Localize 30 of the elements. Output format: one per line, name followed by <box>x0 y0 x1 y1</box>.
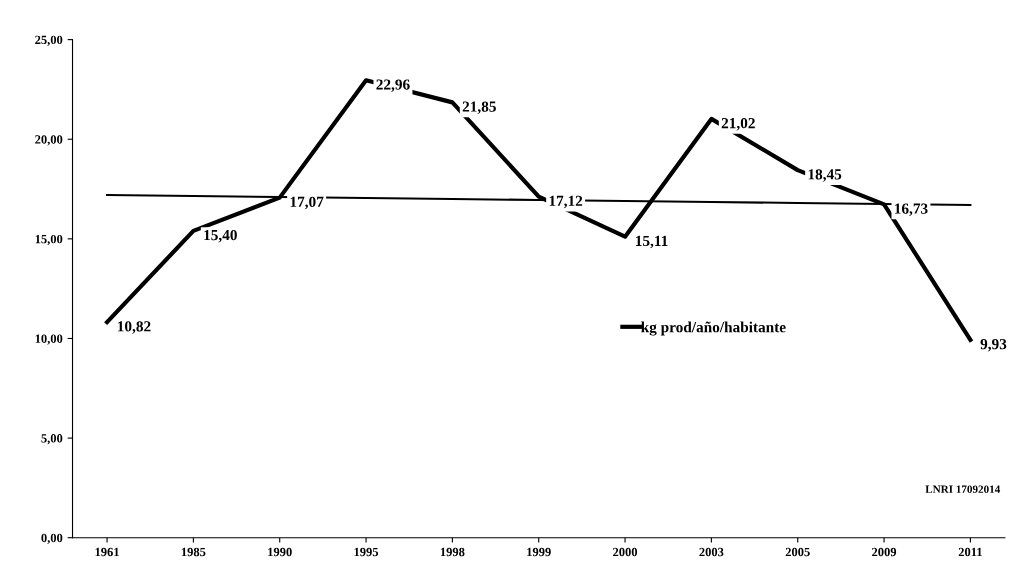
data-label: 22,96 <box>376 79 410 92</box>
y-tick-label: 15,00 <box>35 234 63 246</box>
x-tick-label: 2005 <box>785 547 810 557</box>
data-label: 17,12 <box>549 195 583 209</box>
x-tick-label: 1990 <box>268 547 292 557</box>
data-label: 18,45 <box>808 169 842 182</box>
data-label: 17,07 <box>290 196 324 210</box>
data-label: 16,73 <box>895 203 928 216</box>
annotation: LNRI 17092014 <box>925 485 1001 493</box>
y-tick-label: 10,00 <box>35 334 63 345</box>
x-tick-label: 1998 <box>440 547 465 557</box>
x-tick-label: 2009 <box>872 547 897 557</box>
data-label: 9,93 <box>980 338 1007 352</box>
y-tick-label: 20,00 <box>35 135 63 146</box>
data-label: 15,11 <box>636 235 668 249</box>
data-label: 10,82 <box>118 321 151 334</box>
legend-label: kg prod/año/habitante <box>641 321 786 336</box>
x-tick-label: 2011 <box>958 547 982 557</box>
y-tick-label: 25,00 <box>35 35 63 46</box>
data-label: 21,85 <box>462 101 496 114</box>
x-tick-label: 2003 <box>699 547 724 557</box>
x-tick-label: 1985 <box>181 547 206 557</box>
y-tick-label: 0,00 <box>41 533 63 544</box>
x-tick-label: 1999 <box>527 547 551 557</box>
data-label: 21,02 <box>721 117 755 131</box>
x-tick-label: 2000 <box>613 547 638 557</box>
y-tick-label: 5,00 <box>41 434 63 445</box>
x-tick-label: 1995 <box>354 547 379 557</box>
x-tick-label: 1961 <box>95 547 119 557</box>
data-label: 15,40 <box>204 229 237 243</box>
